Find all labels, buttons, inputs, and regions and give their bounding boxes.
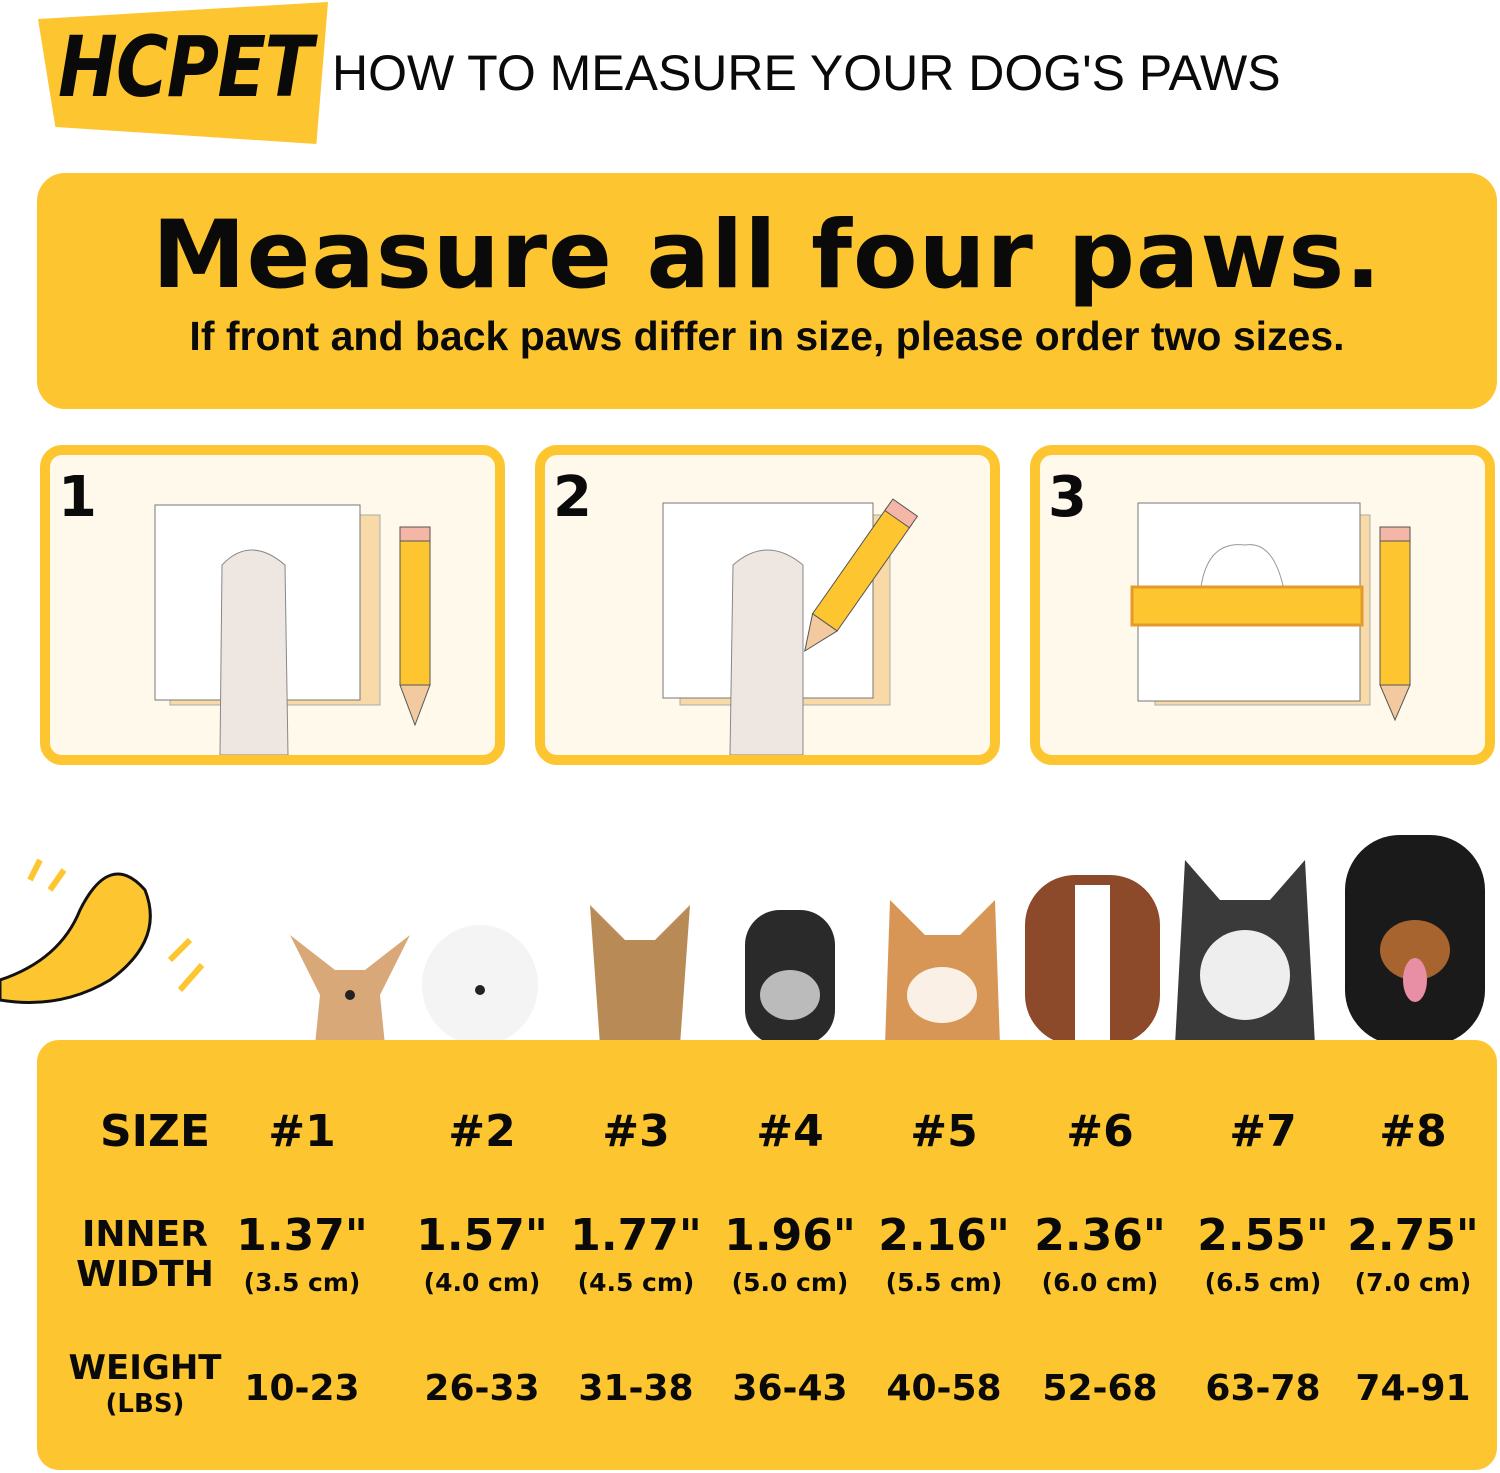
size-chart-table: SIZE INNER WIDTH WEIGHT (LBS) #1 1.37" (3.…: [37, 1040, 1497, 1470]
inner-width-inches: 1.57": [416, 1210, 548, 1261]
step-2-panel: 2: [535, 445, 1000, 765]
inner-width-inches: 2.55": [1197, 1210, 1329, 1261]
step-number: 1: [58, 465, 97, 530]
brand-logo: HCPET: [58, 18, 313, 116]
dog-bichon-icon: [422, 925, 538, 1045]
inner-width-cm: (6.5 cm): [1204, 1268, 1322, 1297]
step-number: 3: [1048, 465, 1087, 530]
weight-range: 52-68: [1042, 1368, 1158, 1409]
size-label: #7: [1229, 1106, 1297, 1157]
dog-chihuahua-icon: [290, 935, 410, 1045]
row-label-weight-unit: (LBS): [105, 1389, 185, 1419]
row-label-inner: INNER: [82, 1214, 208, 1255]
dog-breed-photos: [270, 825, 1500, 1045]
weight-range: 26-33: [424, 1368, 540, 1409]
dog-australian-shepherd-icon: [1025, 875, 1160, 1045]
page-title: HOW TO MEASURE YOUR DOG'S PAWS: [332, 45, 1281, 101]
instruction-banner: Measure all four paws. If front and back…: [37, 173, 1497, 409]
logo-background: [38, 2, 328, 144]
dog-husky-icon: [1175, 860, 1315, 1045]
dog-schnauzer-icon: [745, 910, 835, 1045]
size-label: #4: [756, 1106, 824, 1157]
dog-yorkshire-terrier-icon: [590, 905, 690, 1045]
trace-paw-with-pencil-icon: [662, 498, 919, 755]
size-label: #5: [910, 1106, 978, 1157]
row-label-weight: WEIGHT (LBS): [69, 1350, 222, 1422]
weight-range: 31-38: [578, 1368, 694, 1409]
inner-width-cm: (7.0 cm): [1354, 1268, 1472, 1297]
inner-width-cm: (6.0 cm): [1041, 1268, 1159, 1297]
inner-width-cm: (4.5 cm): [577, 1268, 695, 1297]
row-label-width: WIDTH: [76, 1254, 214, 1295]
inner-width-inches: 1.77": [570, 1210, 702, 1261]
inner-width-inches: 2.75": [1347, 1210, 1479, 1261]
inner-width-inches: 2.36": [1034, 1210, 1166, 1261]
size-label: #2: [448, 1106, 516, 1157]
weight-range: 36-43: [732, 1368, 848, 1409]
weight-range: 10-23: [244, 1368, 360, 1409]
row-label-size: SIZE: [99, 1106, 211, 1157]
dog-shiba-inu-icon: [885, 900, 1000, 1045]
size-label: #1: [268, 1106, 336, 1157]
paw-on-paper-icon: [154, 504, 431, 755]
step-3-panel: 3: [1030, 445, 1495, 765]
banner-subline: If front and back paws differ in size, p…: [189, 313, 1345, 359]
step-number: 2: [553, 465, 592, 530]
inner-width-inches: 1.96": [724, 1210, 856, 1261]
inner-width-cm: (4.0 cm): [423, 1268, 541, 1297]
size-label: #8: [1379, 1106, 1447, 1157]
weight-range: 63-78: [1205, 1368, 1321, 1409]
size-label: #6: [1066, 1106, 1134, 1157]
inner-width-cm: (5.5 cm): [885, 1268, 1003, 1297]
inner-width-inches: 2.16": [878, 1210, 1010, 1261]
paw-swoosh-decoration-icon: [0, 858, 205, 1004]
row-label-inner-width: INNER WIDTH: [76, 1215, 214, 1295]
ruler-measure-outline-icon: [1130, 502, 1411, 722]
weight-range: 74-91: [1355, 1368, 1471, 1409]
dog-rottweiler-icon: [1345, 835, 1485, 1045]
row-label-weight-text: WEIGHT: [68, 1348, 222, 1388]
inner-width-inches: 1.37": [236, 1210, 368, 1261]
weight-range: 40-58: [886, 1368, 1002, 1409]
inner-width-cm: (5.0 cm): [731, 1268, 849, 1297]
size-label: #3: [602, 1106, 670, 1157]
step-1-panel: 1: [40, 445, 505, 765]
banner-headline: Measure all four paws.: [152, 201, 1382, 310]
inner-width-cm: (3.5 cm): [243, 1268, 361, 1297]
